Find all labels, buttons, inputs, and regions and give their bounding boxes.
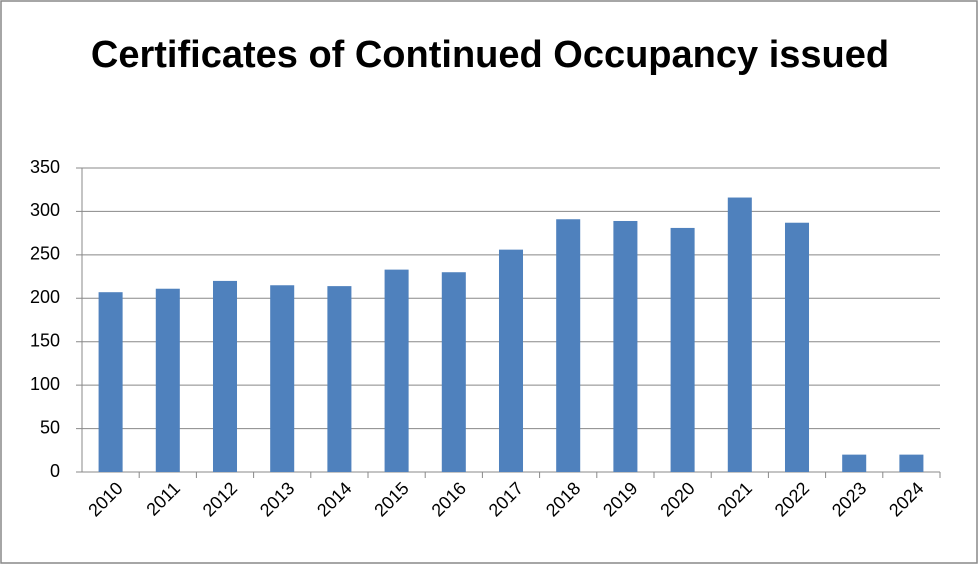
bar bbox=[212, 280, 238, 472]
bar bbox=[670, 227, 695, 472]
bar bbox=[727, 197, 752, 472]
bar bbox=[784, 222, 810, 472]
y-tick-label: 150 bbox=[30, 330, 60, 350]
bar bbox=[155, 288, 180, 472]
bar bbox=[98, 292, 123, 472]
y-tick-label: 350 bbox=[30, 157, 60, 177]
bar bbox=[327, 286, 352, 472]
y-tick-label: 0 bbox=[50, 461, 60, 481]
y-tick-label: 100 bbox=[30, 374, 60, 394]
y-tick-label: 300 bbox=[30, 200, 60, 220]
chart-title: Certificates of Continued Occupancy issu… bbox=[90, 34, 890, 76]
bar bbox=[270, 285, 295, 472]
y-tick-label: 200 bbox=[30, 287, 60, 307]
y-tick-label: 250 bbox=[30, 244, 60, 264]
bar bbox=[556, 219, 581, 472]
bar bbox=[384, 269, 409, 472]
bar bbox=[441, 272, 466, 472]
bar bbox=[899, 454, 924, 472]
y-tick-label: 50 bbox=[40, 417, 60, 437]
bar bbox=[613, 220, 638, 472]
bar bbox=[842, 454, 867, 472]
bar bbox=[498, 249, 524, 472]
